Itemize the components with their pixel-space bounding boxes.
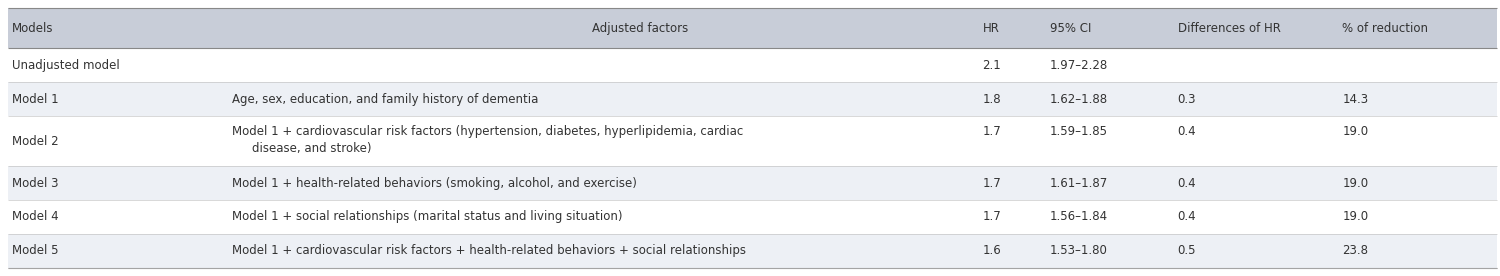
Bar [8,48,1497,82]
Text: Model 1 + cardiovascular risk factors (hypertension, diabetes, hyperlipidemia, c: Model 1 + cardiovascular risk factors (h… [232,125,744,138]
Text: 23.8: 23.8 [1342,244,1368,257]
Text: Model 1 + health-related behaviors (smoking, alcohol, and exercise): Model 1 + health-related behaviors (smok… [232,177,638,190]
Text: 1.56–1.84: 1.56–1.84 [1050,211,1108,224]
Text: Model 3: Model 3 [12,177,58,190]
Bar [8,166,1497,200]
Text: Unadjusted model: Unadjusted model [12,59,120,72]
Bar [8,200,1497,234]
Text: HR: HR [982,22,999,35]
Text: Model 4: Model 4 [12,211,58,224]
Text: 95% CI: 95% CI [1050,22,1092,35]
Text: Differences of HR: Differences of HR [1178,22,1281,35]
Text: 14.3: 14.3 [1342,93,1368,106]
Text: 0.4: 0.4 [1178,125,1196,138]
Text: Model 2: Model 2 [12,135,58,148]
Text: 1.97–2.28: 1.97–2.28 [1050,59,1108,72]
Bar [8,8,1497,48]
Text: 1.7: 1.7 [982,125,1002,138]
Text: Model 1 + social relationships (marital status and living situation): Model 1 + social relationships (marital … [232,211,622,224]
Text: Model 1 + cardiovascular risk factors + health-related behaviors + social relati: Model 1 + cardiovascular risk factors + … [232,244,747,257]
Text: 1.61–1.87: 1.61–1.87 [1050,177,1108,190]
Text: 19.0: 19.0 [1342,177,1368,190]
Text: 1.62–1.88: 1.62–1.88 [1050,93,1108,106]
Text: 0.4: 0.4 [1178,177,1196,190]
Text: Models: Models [12,22,54,35]
Text: 0.4: 0.4 [1178,211,1196,224]
Bar [8,116,1497,166]
Text: 19.0: 19.0 [1342,125,1368,138]
Text: 1.59–1.85: 1.59–1.85 [1050,125,1108,138]
Text: Adjusted factors: Adjusted factors [592,22,688,35]
Text: disease, and stroke): disease, and stroke) [252,142,372,155]
Text: % of reduction: % of reduction [1342,22,1428,35]
Text: Age, sex, education, and family history of dementia: Age, sex, education, and family history … [232,93,538,106]
Text: 1.7: 1.7 [982,177,1002,190]
Bar [8,82,1497,116]
Text: 0.3: 0.3 [1178,93,1196,106]
Text: 2.1: 2.1 [982,59,1002,72]
Text: Model 1: Model 1 [12,93,58,106]
Text: 1.6: 1.6 [982,244,1002,257]
Bar [8,234,1497,268]
Text: 1.7: 1.7 [982,211,1002,224]
Text: 1.8: 1.8 [982,93,1000,106]
Text: 19.0: 19.0 [1342,211,1368,224]
Text: 1.53–1.80: 1.53–1.80 [1050,244,1108,257]
Text: Model 5: Model 5 [12,244,58,257]
Text: 0.5: 0.5 [1178,244,1196,257]
